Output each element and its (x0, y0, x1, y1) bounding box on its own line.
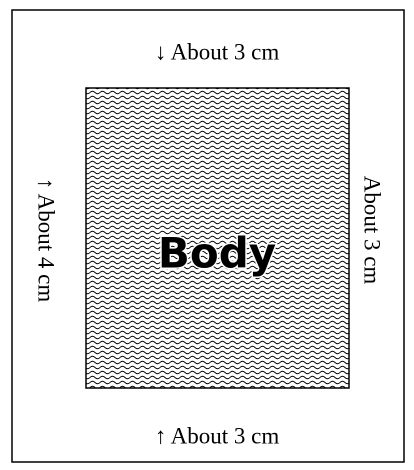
left-label: ↑ About 4 cm (34, 178, 59, 303)
bottom-label: ↑ About 3 cm (155, 423, 280, 448)
top-label: ↓ About 3 cm (155, 39, 280, 64)
body-area (85, 87, 350, 389)
body-label: Body (158, 229, 276, 278)
right-label: About 3 cm (360, 176, 385, 285)
